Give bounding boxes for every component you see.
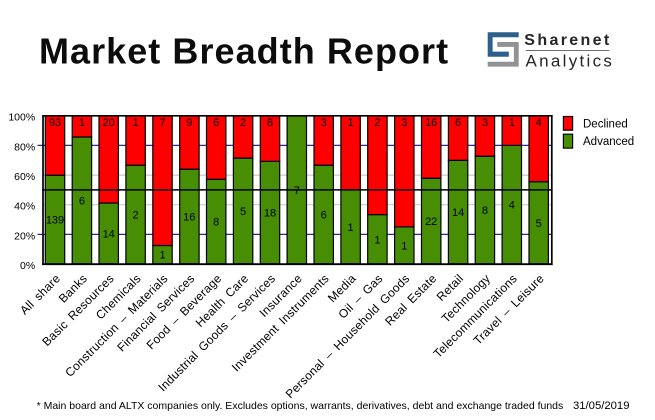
svg-text:8: 8 — [213, 217, 219, 229]
svg-text:1: 1 — [79, 117, 85, 129]
svg-text:Declined: Declined — [583, 118, 628, 130]
svg-text:18: 18 — [264, 208, 276, 220]
svg-text:Market Breadth Report: Market Breadth Report — [39, 31, 449, 72]
svg-text:2: 2 — [133, 210, 139, 222]
svg-text:3: 3 — [321, 117, 327, 129]
svg-text:1: 1 — [348, 117, 354, 129]
svg-text:1: 1 — [374, 234, 380, 246]
svg-text:1: 1 — [133, 117, 139, 129]
svg-text:6: 6 — [79, 196, 85, 208]
svg-text:1: 1 — [509, 117, 515, 129]
svg-text:Advanced: Advanced — [583, 136, 634, 148]
svg-text:6: 6 — [321, 210, 327, 222]
svg-text:3: 3 — [482, 117, 488, 129]
svg-text:7: 7 — [294, 185, 300, 197]
svg-text:6: 6 — [213, 117, 219, 129]
svg-text:8: 8 — [482, 205, 488, 217]
svg-text:8: 8 — [267, 117, 273, 129]
svg-text:4: 4 — [536, 117, 542, 129]
svg-text:14: 14 — [452, 207, 464, 219]
svg-text:60%: 60% — [14, 171, 35, 183]
svg-text:100%: 100% — [8, 112, 35, 124]
svg-text:31/05/2019: 31/05/2019 — [573, 400, 630, 412]
svg-text:93: 93 — [49, 117, 61, 129]
svg-text:14: 14 — [103, 229, 115, 241]
svg-text:80%: 80% — [14, 141, 35, 153]
svg-text:Sharenet: Sharenet — [524, 32, 611, 49]
svg-text:40%: 40% — [14, 201, 35, 213]
svg-text:20%: 20% — [14, 230, 35, 242]
svg-text:20: 20 — [103, 117, 115, 129]
svg-text:4: 4 — [509, 200, 515, 212]
svg-text:139: 139 — [46, 215, 64, 227]
svg-text:2: 2 — [374, 117, 380, 129]
svg-text:2: 2 — [240, 117, 246, 129]
svg-text:5: 5 — [240, 206, 246, 218]
svg-text:* Main board and ALTX companie: * Main board and ALTX companies only. Ex… — [37, 400, 564, 412]
svg-text:1: 1 — [159, 250, 165, 262]
svg-text:3: 3 — [401, 117, 407, 129]
svg-text:1: 1 — [401, 241, 407, 253]
svg-text:Analytics: Analytics — [526, 52, 615, 71]
svg-text:22: 22 — [425, 216, 437, 228]
svg-text:9: 9 — [186, 117, 192, 129]
svg-text:0%: 0% — [20, 260, 35, 272]
svg-text:16: 16 — [183, 212, 195, 224]
svg-text:5: 5 — [536, 218, 542, 230]
svg-text:6: 6 — [455, 117, 461, 129]
svg-text:16: 16 — [425, 117, 437, 129]
svg-text:7: 7 — [159, 117, 165, 129]
svg-text:1: 1 — [348, 222, 354, 234]
